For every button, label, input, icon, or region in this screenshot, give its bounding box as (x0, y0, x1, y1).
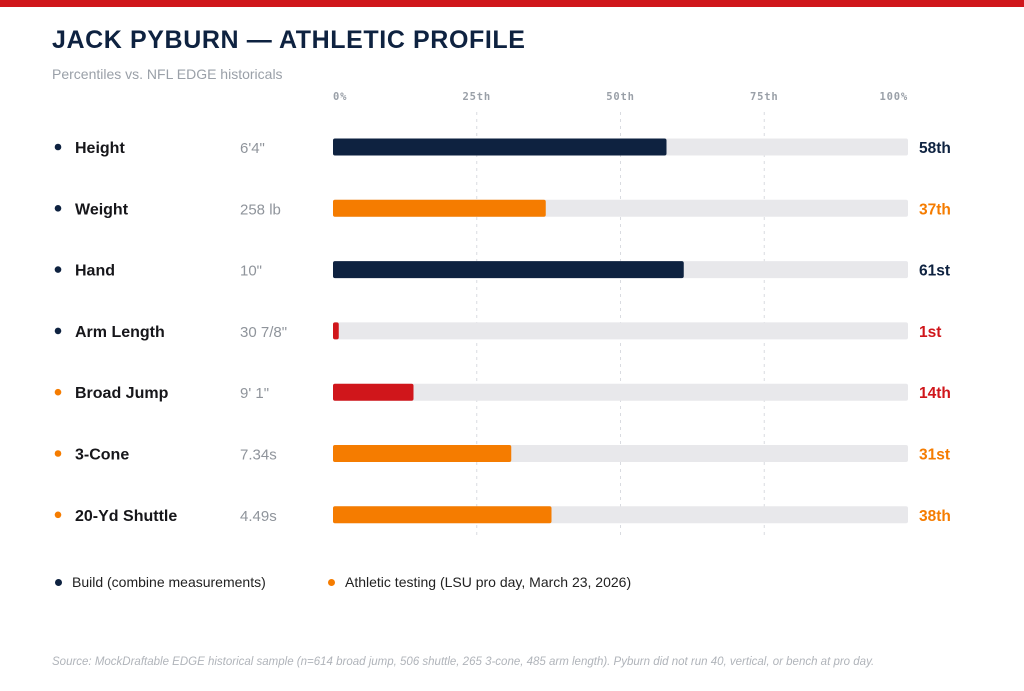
percentile-bar (333, 261, 684, 279)
row-group-dot (54, 143, 62, 151)
row-group-dot (54, 327, 62, 335)
legend-athletic-label: Athletic testing (LSU pro day, March 23,… (345, 574, 632, 590)
x-tick-label: 100% (880, 91, 909, 103)
percentile-bar (333, 445, 512, 462)
row-metric-label: Height (75, 140, 125, 157)
x-tick-label: 0% (333, 91, 347, 103)
row-group-dot (54, 388, 62, 396)
row-measurement: 7.34s (240, 447, 277, 464)
x-tick-label: 50th (606, 91, 635, 103)
row-group-dot (54, 511, 62, 519)
row-metric-label: Hand (75, 263, 115, 280)
row-metric-label: 3-Cone (75, 447, 129, 464)
percentile-bar (333, 199, 546, 217)
row-metric-label: Broad Jump (75, 385, 169, 402)
legend-build-label: Build (combine measurements) (72, 574, 266, 590)
source-note: Source: MockDraftable EDGE historical sa… (52, 656, 875, 668)
row-metric-label: Weight (75, 201, 129, 218)
row-group-dot (54, 266, 62, 273)
percentile-data-label: 14th (919, 385, 951, 402)
x-tick-label: 25th (463, 91, 492, 103)
percentile-bar (333, 506, 552, 524)
chart-title: JACK PYBURN — ATHLETIC PROFILE (52, 26, 526, 54)
percentile-bar (333, 138, 667, 156)
legend-build-dot (55, 578, 62, 586)
percentile-bar (333, 322, 339, 340)
chart-subtitle: Percentiles vs. NFL EDGE historicals (52, 66, 283, 82)
row-measurement: 258 lb (240, 201, 281, 218)
row-group-dot (54, 450, 62, 457)
top-accent-bar (0, 0, 1024, 7)
percentile-data-label: 61st (919, 263, 950, 280)
row-measurement: 6'4" (240, 140, 265, 157)
row-measurement: 10" (240, 263, 262, 280)
bar-track (333, 322, 908, 340)
legend-athletic-dot (328, 578, 335, 586)
row-measurement: 9' 1" (240, 385, 269, 402)
legend-item-athletic: Athletic testing (LSU pro day, March 23,… (328, 574, 631, 590)
percentile-data-label: 37th (919, 201, 951, 218)
row-metric-label: Arm Length (75, 324, 165, 341)
percentile-data-label: 58th (919, 140, 951, 157)
percentile-data-label: 1st (919, 324, 941, 341)
percentile-bar (333, 383, 414, 401)
bar-track (333, 383, 908, 401)
row-group-dot (54, 205, 62, 212)
row-metric-label: 20-Yd Shuttle (75, 508, 177, 525)
legend-item-build: Build (combine measurements) (55, 574, 266, 590)
percentile-data-label: 38th (919, 508, 951, 525)
row-measurement: 4.49s (240, 508, 277, 525)
row-measurement: 30 7/8" (240, 324, 287, 341)
percentile-data-label: 31st (919, 447, 950, 464)
x-tick-label: 75th (750, 91, 779, 103)
